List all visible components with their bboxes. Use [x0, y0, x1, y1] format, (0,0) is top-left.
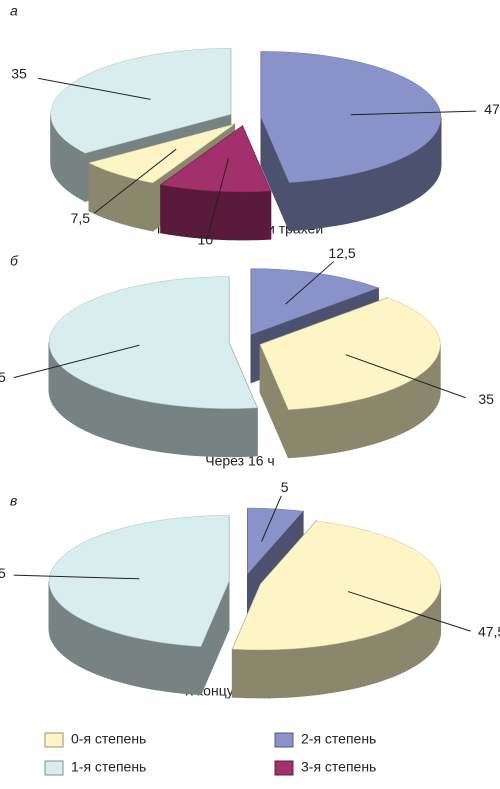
value-label: 35 — [478, 391, 494, 407]
slice-side — [160, 184, 272, 241]
slice — [259, 297, 441, 410]
legend-swatch — [274, 732, 294, 748]
value-label: 35 — [11, 66, 27, 82]
legend-swatch — [44, 760, 64, 776]
leader-line — [208, 158, 229, 234]
slice — [160, 125, 272, 193]
legend-label: 3-я степень — [301, 759, 376, 775]
slice — [88, 123, 235, 184]
slice — [48, 276, 258, 409]
slice — [232, 520, 441, 651]
value-label: 12,5 — [328, 245, 355, 261]
legend-label: 1-я степень — [71, 759, 146, 775]
leader-line — [13, 574, 140, 580]
legend-swatch — [274, 760, 294, 776]
panel-label: б — [10, 253, 19, 269]
leader-line — [347, 591, 471, 632]
leader-line — [350, 110, 477, 116]
legend-label: 0-я степень — [71, 731, 146, 747]
leader-line — [261, 495, 282, 542]
leader-line — [38, 77, 151, 100]
leader-line — [13, 344, 140, 379]
value-label: 47,5 — [478, 624, 500, 640]
value-label: 47,5 — [0, 565, 6, 581]
value-label: 5 — [281, 479, 289, 495]
value-label: 52,5 — [0, 369, 6, 385]
panel-label: в — [10, 493, 17, 509]
legend-swatch — [44, 732, 64, 748]
value-label: 10 — [198, 231, 214, 247]
leader-line — [94, 148, 177, 214]
value-label: 7,5 — [71, 210, 91, 226]
legend-label: 2-я степень — [301, 731, 376, 747]
leader-line — [285, 261, 335, 305]
panel-label: а — [10, 3, 18, 19]
leader-line — [345, 354, 466, 399]
value-label: 47,5 — [484, 101, 500, 117]
